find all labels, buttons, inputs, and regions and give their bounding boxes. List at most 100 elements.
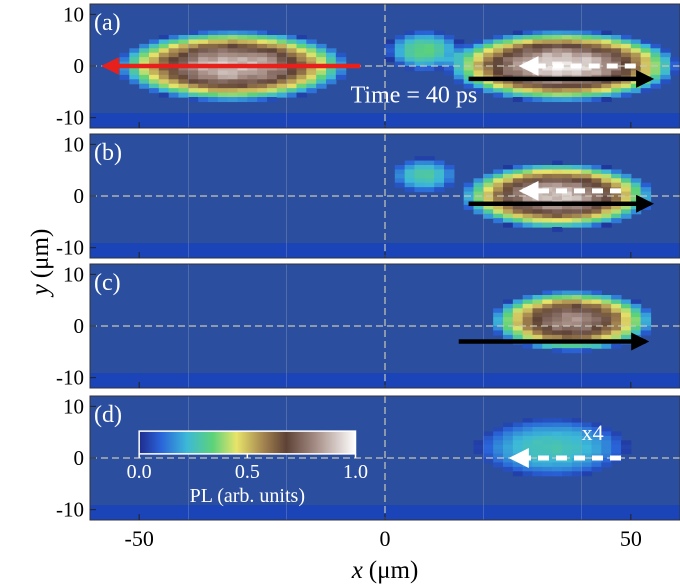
heatmap-cell xyxy=(601,218,612,224)
heatmap-cell xyxy=(493,79,504,85)
heatmap-cell xyxy=(571,70,583,76)
heatmap-cell xyxy=(542,462,553,468)
heatmap-cell xyxy=(611,435,622,441)
heatmap-cell xyxy=(552,348,563,354)
heatmap-cell xyxy=(227,70,239,76)
heatmap-cell xyxy=(404,160,416,166)
panel-b: 10 0 -10 (b) xyxy=(56,132,680,260)
heatmap-cell xyxy=(621,308,632,314)
heatmap-cell xyxy=(424,165,435,171)
heatmap-cell xyxy=(414,178,425,184)
heatmap-cell xyxy=(552,30,563,36)
gridlines xyxy=(188,264,582,388)
heatmap-cell xyxy=(542,169,553,175)
heatmap-cell xyxy=(286,35,298,41)
heatmap-cell xyxy=(621,48,632,54)
heatmap-cell xyxy=(503,83,514,89)
heatmap-cell xyxy=(532,422,543,428)
heatmap-cell xyxy=(227,43,239,49)
heatmap-cell xyxy=(404,35,416,41)
heatmap-cell xyxy=(562,169,573,175)
heatmap-cell xyxy=(571,43,583,49)
heatmap-cell xyxy=(562,440,573,446)
heatmap-cell xyxy=(601,79,612,85)
heatmap-cell xyxy=(562,308,573,314)
heatmap-cell xyxy=(562,458,573,464)
heatmap-cell xyxy=(591,303,602,309)
heatmap-cell xyxy=(247,88,258,94)
heatmap-cell xyxy=(512,191,524,197)
heatmap-cell xyxy=(542,418,553,424)
heatmap-cell xyxy=(660,74,671,80)
heatmap-cell xyxy=(503,39,514,45)
heatmap-cell xyxy=(139,57,150,63)
heatmap-cell xyxy=(257,48,268,54)
heatmap-cell xyxy=(621,317,632,323)
heatmap-cell xyxy=(512,52,524,58)
heatmap-cell xyxy=(591,66,602,72)
heatmap-cell xyxy=(542,321,553,327)
heatmap-cell xyxy=(414,173,425,179)
heatmap-cell xyxy=(601,169,612,175)
heatmap-cell xyxy=(198,57,209,63)
heatmap-cell xyxy=(542,317,553,323)
heatmap-cell xyxy=(296,43,307,49)
heatmap-cell xyxy=(571,312,583,318)
heatmap-cell xyxy=(532,182,543,188)
heatmap-cell xyxy=(473,209,484,215)
heatmap-cell xyxy=(532,303,543,309)
heatmap-cell xyxy=(493,182,504,188)
heatmap-cell xyxy=(522,431,534,437)
heatmap-cell xyxy=(601,321,612,327)
heatmap-cell xyxy=(483,431,494,437)
heatmap-cell xyxy=(601,66,612,72)
heatmap-cell xyxy=(591,204,602,210)
heatmap-cell xyxy=(562,97,573,103)
heatmap-cell xyxy=(542,92,553,98)
heatmap-cell xyxy=(591,92,602,98)
heatmap-cell xyxy=(571,35,583,41)
heatmap-cell xyxy=(601,178,612,184)
heatmap-cell xyxy=(601,57,612,63)
heatmap-cell xyxy=(444,173,455,179)
heatmap-cell xyxy=(306,57,317,63)
heatmap-cell xyxy=(611,196,622,202)
heatmap-cell xyxy=(640,57,652,63)
heatmap-cell xyxy=(129,74,140,80)
heatmap-cell xyxy=(640,187,652,193)
heatmap-cell xyxy=(512,435,524,441)
heatmap-cell xyxy=(591,317,602,323)
heatmap-cell xyxy=(444,39,455,45)
heatmap-cell xyxy=(247,97,258,103)
panels: 100-10(a)Time = 40 ps100-10(b)100-10(c)1… xyxy=(56,2,680,551)
heatmap-cell xyxy=(424,57,435,63)
heatmap-cell xyxy=(532,173,543,179)
heatmap-cell xyxy=(217,83,229,89)
heatmap-cell xyxy=(296,70,307,76)
heatmap-cell xyxy=(188,83,199,89)
heatmap-cell xyxy=(306,52,317,58)
heatmap-cell xyxy=(581,330,593,336)
heatmap-cell xyxy=(286,74,298,80)
heatmap-cell xyxy=(139,52,150,58)
heatmap-cell xyxy=(158,52,170,58)
heatmap-cell xyxy=(591,52,602,58)
heatmap-cell xyxy=(434,48,445,54)
heatmap-cell xyxy=(581,213,593,219)
heatmap-cell xyxy=(621,66,632,72)
heatmap-cell xyxy=(247,52,258,58)
heatmap-cell xyxy=(542,165,553,171)
heatmap-cell xyxy=(493,92,504,98)
heatmap-cell xyxy=(630,83,642,89)
heatmap-cell xyxy=(158,79,170,85)
heatmap-cell xyxy=(247,57,258,63)
heatmap-cell xyxy=(188,66,199,72)
heatmap-cell xyxy=(522,471,534,477)
heatmap-cell xyxy=(267,43,278,49)
heatmap-cell xyxy=(512,422,524,428)
heatmap-cell xyxy=(591,222,602,228)
heatmap-cell xyxy=(335,66,347,72)
heatmap-cell xyxy=(660,61,671,67)
heatmap-cell xyxy=(503,70,514,76)
heatmap-cell xyxy=(424,43,435,49)
